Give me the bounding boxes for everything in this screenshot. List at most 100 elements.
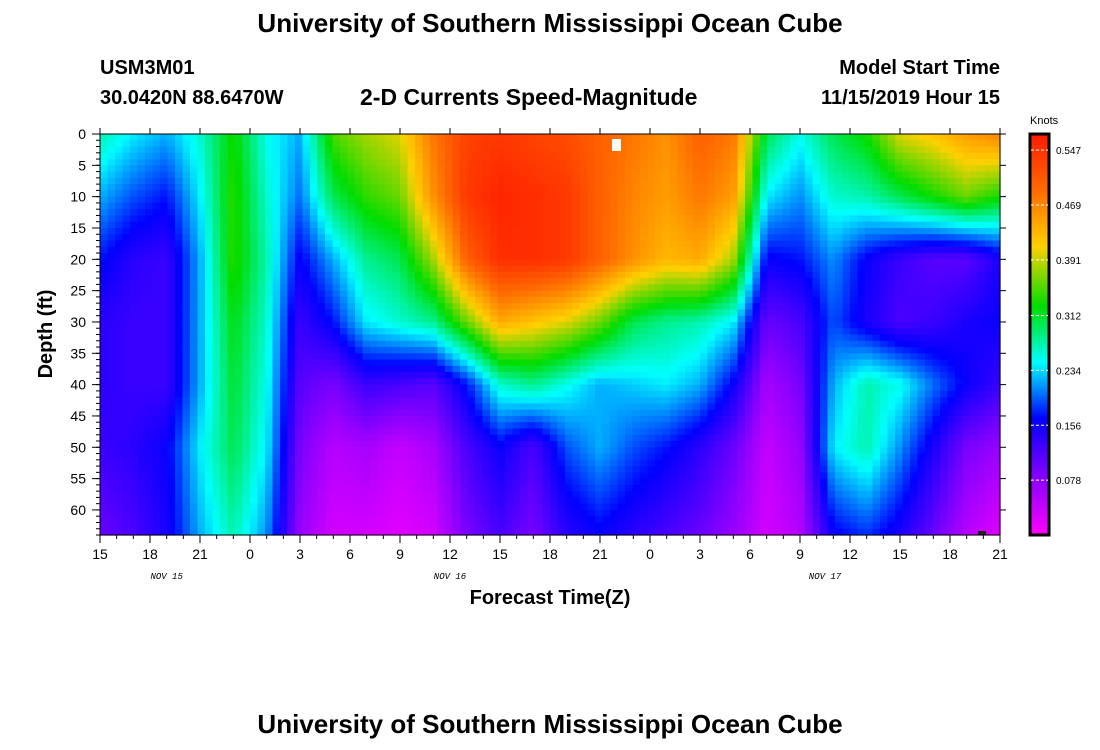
heatmap-cell bbox=[347, 278, 356, 285]
heatmap-cell bbox=[827, 227, 836, 235]
heatmap-cell bbox=[745, 159, 754, 166]
heatmap-cell bbox=[122, 278, 131, 285]
heatmap-cell bbox=[647, 328, 656, 336]
heatmap-cell bbox=[662, 303, 671, 311]
heatmap-cell bbox=[100, 372, 109, 379]
heatmap-cell bbox=[782, 152, 791, 160]
heatmap-cell bbox=[265, 246, 274, 254]
heatmap-cell bbox=[115, 227, 124, 235]
heatmap-cell bbox=[700, 165, 709, 173]
heatmap-cell bbox=[602, 303, 611, 311]
heatmap-cell bbox=[317, 184, 326, 191]
heatmap-cell bbox=[647, 146, 656, 154]
heatmap-cell bbox=[520, 372, 529, 379]
heatmap-cell bbox=[190, 140, 199, 148]
heatmap-cell bbox=[842, 134, 851, 141]
heatmap-cell bbox=[632, 296, 641, 304]
heatmap-cell bbox=[130, 253, 139, 260]
heatmap-cell bbox=[790, 372, 799, 379]
heatmap-cell bbox=[167, 347, 176, 354]
heatmap-cell bbox=[227, 171, 236, 179]
heatmap-cell bbox=[902, 372, 911, 379]
heatmap-cell bbox=[137, 152, 146, 160]
heatmap-cell bbox=[377, 309, 386, 317]
heatmap-cell bbox=[460, 259, 469, 267]
heatmap-cell bbox=[820, 146, 829, 154]
heatmap-cell bbox=[197, 365, 206, 373]
heatmap-cell bbox=[175, 259, 184, 267]
heatmap-cell bbox=[137, 315, 146, 323]
heatmap-cell bbox=[662, 353, 671, 361]
heatmap-cell bbox=[182, 159, 191, 166]
heatmap-cell bbox=[437, 165, 446, 173]
heatmap-cell bbox=[715, 253, 724, 260]
heatmap-cell bbox=[107, 259, 116, 267]
heatmap-cell bbox=[550, 290, 559, 298]
heatmap-cell bbox=[535, 190, 544, 198]
heatmap-cell bbox=[902, 340, 911, 348]
heatmap-cell bbox=[527, 202, 536, 210]
heatmap-cell bbox=[167, 321, 176, 329]
heatmap-cell bbox=[565, 177, 574, 185]
heatmap-cell bbox=[872, 140, 881, 148]
heatmap-cell bbox=[850, 303, 859, 311]
heatmap-cell bbox=[512, 221, 521, 229]
heatmap-cell bbox=[257, 347, 266, 354]
heatmap-cell bbox=[452, 278, 461, 285]
heatmap-cell bbox=[617, 184, 626, 191]
heatmap-cell bbox=[295, 259, 304, 267]
heatmap-cell bbox=[955, 303, 964, 311]
heatmap-cell bbox=[797, 265, 806, 273]
heatmap-cell bbox=[557, 152, 566, 160]
heatmap-cell bbox=[662, 372, 671, 379]
heatmap-cell bbox=[505, 284, 514, 292]
heatmap-cell bbox=[565, 359, 574, 367]
heatmap-cell bbox=[895, 240, 904, 248]
heatmap-cell bbox=[152, 334, 161, 342]
heatmap-cell bbox=[212, 284, 221, 292]
heatmap-cell bbox=[122, 353, 131, 361]
heatmap-cell bbox=[805, 265, 814, 273]
heatmap-cell bbox=[362, 321, 371, 329]
heatmap-cell bbox=[235, 378, 244, 386]
heatmap-cell bbox=[295, 184, 304, 191]
heatmap-cell bbox=[677, 315, 686, 323]
heatmap-cell bbox=[520, 340, 529, 348]
heatmap-cell bbox=[505, 278, 514, 285]
heatmap-cell bbox=[332, 259, 341, 267]
heatmap-cell bbox=[527, 246, 536, 254]
heatmap-cell bbox=[617, 177, 626, 185]
heatmap-cell bbox=[190, 190, 199, 198]
heatmap-cell bbox=[955, 347, 964, 354]
heatmap-cell bbox=[932, 290, 941, 298]
heatmap-cell bbox=[392, 303, 401, 311]
heatmap-cell bbox=[257, 190, 266, 198]
heatmap-cell bbox=[220, 196, 229, 204]
heatmap-cell bbox=[512, 296, 521, 304]
heatmap-cell bbox=[962, 378, 971, 386]
heatmap-cell bbox=[115, 146, 124, 154]
heatmap-cell bbox=[632, 303, 641, 311]
heatmap-cell bbox=[182, 140, 191, 148]
heatmap-cell bbox=[565, 202, 574, 210]
heatmap-cell bbox=[790, 290, 799, 298]
heatmap-cell bbox=[265, 265, 274, 273]
heatmap-cell bbox=[707, 321, 716, 329]
heatmap-cell bbox=[902, 328, 911, 336]
heatmap-cell bbox=[272, 278, 281, 285]
heatmap-cell bbox=[857, 353, 866, 361]
heatmap-cell bbox=[355, 146, 364, 154]
heatmap-cell bbox=[985, 209, 994, 217]
heatmap-cell bbox=[190, 321, 199, 329]
heatmap-cell bbox=[115, 240, 124, 248]
heatmap-cell bbox=[302, 340, 311, 348]
heatmap-cell bbox=[130, 190, 139, 198]
heatmap-cell bbox=[527, 390, 536, 398]
heatmap-cell bbox=[880, 284, 889, 292]
heatmap-cell bbox=[775, 278, 784, 285]
heatmap-cell bbox=[700, 171, 709, 179]
heatmap-cell bbox=[572, 190, 581, 198]
heatmap-cell bbox=[790, 171, 799, 179]
heatmap-cell bbox=[212, 390, 221, 398]
heatmap-cell bbox=[100, 171, 109, 179]
